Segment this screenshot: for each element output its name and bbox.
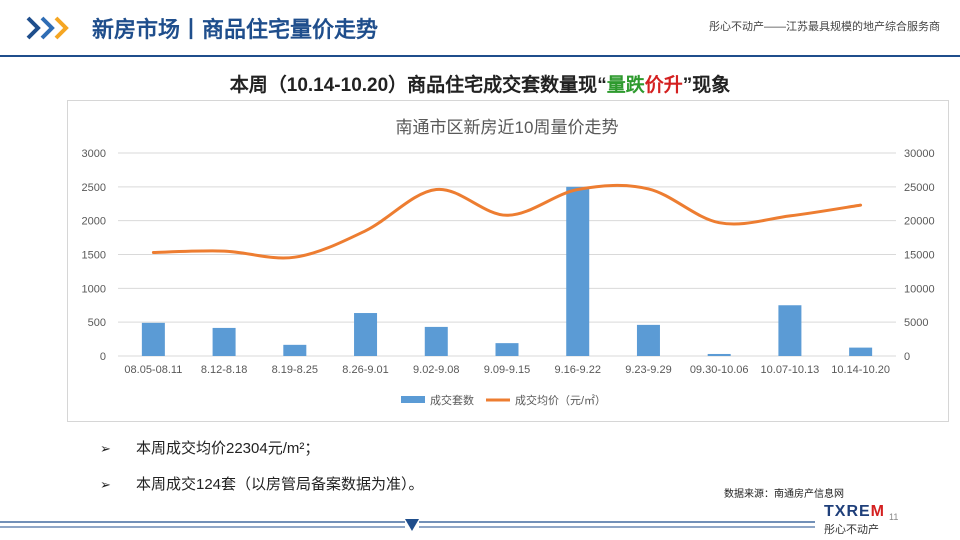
x-tick-label: 10.07-10.13 [761, 364, 820, 376]
footer-decoration [0, 519, 815, 531]
bar [707, 353, 731, 356]
arrow-bullet-icon: ➢ [100, 477, 111, 492]
y-left-tick-label: 1000 [82, 283, 106, 295]
y-right-tick-label: 5000 [904, 317, 928, 329]
header-divider [0, 55, 960, 57]
company-logo: TXREM [824, 503, 885, 521]
y-right-tick-label: 30000 [904, 148, 935, 160]
y-right-tick-label: 0 [904, 351, 910, 363]
legend-label: 成交套数 [430, 393, 474, 407]
bullet-item: ➢ 本周成交124套（以房管局备案数据为准）。 [100, 474, 424, 510]
subtitle-tail: 现象 [692, 75, 731, 96]
y-left-tick-label: 1500 [82, 250, 106, 262]
y-left-tick-label: 0 [100, 351, 106, 363]
chart-title: 南通市区新房近10周量价走势 [396, 118, 619, 137]
subtitle-highlight-green: 量跌 [606, 75, 645, 96]
arrow-bullet-icon: ➢ [100, 441, 111, 456]
bar [849, 347, 873, 356]
bar [424, 326, 448, 356]
x-tick-label: 9.02-9.08 [413, 364, 459, 376]
subtitle-highlight-red: 价升 [644, 75, 683, 96]
price-line [151, 183, 863, 260]
y-left-tick-label: 3000 [82, 148, 106, 160]
x-tick-label: 8.26-9.01 [342, 364, 388, 376]
x-tick-label: 9.16-9.22 [554, 364, 600, 376]
x-tick-label: 8.19-8.25 [272, 364, 318, 376]
header-bar: 新房市场丨商品住宅量价走势 彤心不动产——江苏最具规模的地产综合服务商 [0, 0, 960, 57]
bar [354, 313, 378, 356]
x-tick-label: 8.12-8.18 [201, 364, 247, 376]
y-right-tick-label: 15000 [904, 250, 935, 262]
bar [636, 324, 660, 356]
y-right-tick-label: 25000 [904, 182, 935, 194]
slide-subtitle: 本周（10.14-10.20）商品住宅成交套数量现“量跌价升”现象 [0, 70, 960, 97]
bullet-list: ➢ 本周成交均价22304元/m²； ➢ 本周成交124套（以房管局备案数据为准）。 [100, 438, 424, 510]
x-tick-label: 10.14-10.20 [831, 364, 890, 376]
company-tagline: 彤心不动产——江苏最具规模的地产综合服务商 [709, 21, 940, 33]
x-tick-label: 9.23-9.29 [625, 364, 671, 376]
bar [212, 327, 236, 356]
bar [141, 322, 165, 356]
price-volume-chart: 南通市区新房近10周量价走势05001000150020002500300005… [82, 118, 935, 407]
subtitle-quote-open: “ [597, 75, 607, 96]
bar [566, 186, 590, 356]
y-right-tick-label: 20000 [904, 216, 935, 228]
x-tick-label: 9.09-9.15 [484, 364, 530, 376]
chevron-right-icon [26, 16, 69, 40]
bar [283, 344, 307, 356]
bar [778, 305, 802, 356]
subtitle-quote-close: ” [682, 75, 693, 96]
data-source: 数据来源：南通房产信息网 [724, 489, 844, 500]
bullet-text: 本周成交124套（以房管局备案数据为准）。 [136, 476, 424, 493]
x-tick-label: 09.30-10.06 [690, 364, 749, 376]
y-left-tick-label: 2000 [82, 216, 106, 228]
legend-swatch-bar [401, 396, 425, 403]
logo-text: TXRE [824, 503, 871, 520]
legend-label: 成交均价（元/㎡） [515, 393, 606, 407]
bullet-text: 本周成交均价22304元/m²； [136, 440, 320, 457]
bar [495, 343, 519, 356]
y-right-tick-label: 10000 [904, 283, 935, 295]
chart-panel: 南通市区新房近10周量价走势 0 500 1000 1500 2000 2500 3000 0 5… [67, 100, 949, 422]
y-left-tick-label: 500 [88, 317, 106, 329]
bullet-item: ➢ 本周成交均价22304元/m²； [100, 438, 424, 474]
y-left-tick-label: 2500 [82, 182, 106, 194]
subtitle-text: 本周（10.14-10.20）商品住宅成交套数量现 [229, 75, 598, 96]
logo-subtitle: 彤心不动产 [824, 524, 879, 536]
page-number: 11 [889, 512, 899, 522]
page-title: 新房市场丨商品住宅量价走势 [92, 17, 379, 42]
logo-text-accent: M [870, 503, 885, 520]
x-tick-label: 08.05-08.11 [124, 364, 182, 376]
